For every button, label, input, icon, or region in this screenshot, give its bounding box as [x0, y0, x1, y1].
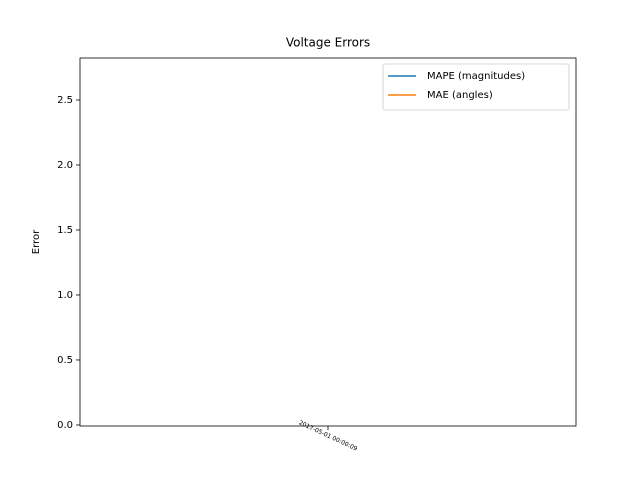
- chart-title: Voltage Errors: [286, 36, 370, 50]
- y-tick-label: 1.5: [57, 225, 73, 236]
- legend-box: [382, 63, 570, 111]
- y-tick-label: 2.5: [57, 95, 73, 106]
- legend-label: MAPE (magnitudes): [427, 71, 525, 82]
- y-tick-label: 0.5: [57, 355, 73, 366]
- y-tick-label: 1.0: [57, 290, 73, 301]
- y-tick-label: 2.0: [57, 160, 73, 171]
- y-tick-label: 0.0: [57, 420, 73, 431]
- y-axis-label: Error: [31, 229, 42, 254]
- legend-label: MAE (angles): [427, 90, 493, 101]
- plot-frame: [79, 57, 577, 427]
